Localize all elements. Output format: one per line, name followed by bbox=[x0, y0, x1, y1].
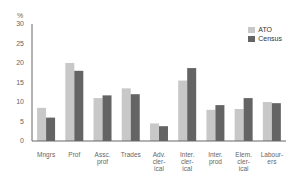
svg-text:Mngrs: Mngrs bbox=[37, 151, 56, 159]
svg-text:Trades: Trades bbox=[121, 151, 142, 158]
html-text:Census: Census bbox=[258, 35, 282, 42]
svg-text:5: 5 bbox=[20, 118, 24, 125]
svg-text:Adv.cler-ical: Adv.cler-ical bbox=[153, 151, 166, 172]
svg-text:%: % bbox=[17, 12, 23, 19]
svg-text:Prof: Prof bbox=[68, 151, 80, 158]
html-text:ATO: ATO bbox=[258, 26, 272, 33]
svg-text:Inter.cler-ical: Inter.cler-ical bbox=[180, 151, 195, 172]
svg-text:20: 20 bbox=[16, 59, 24, 66]
svg-text:Assc.prof: Assc.prof bbox=[95, 151, 111, 166]
svg-text:Elem.cler-ical: Elem.cler-ical bbox=[235, 151, 252, 172]
svg-text:0: 0 bbox=[20, 137, 24, 144]
svg-text:Inter.prod: Inter.prod bbox=[208, 151, 223, 166]
svg-text:Labour-ers: Labour-ers bbox=[261, 151, 283, 165]
svg-text:15: 15 bbox=[16, 79, 24, 86]
svg-text:25: 25 bbox=[16, 40, 24, 47]
svg-text:10: 10 bbox=[16, 98, 24, 105]
svg-text:30: 30 bbox=[16, 20, 24, 27]
